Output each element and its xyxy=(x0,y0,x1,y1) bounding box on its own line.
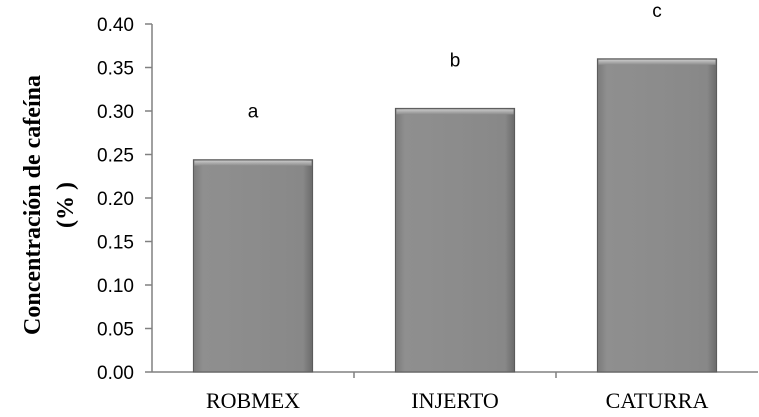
bar-highlight xyxy=(598,59,716,65)
y-tick-label: 0.35 xyxy=(97,59,134,80)
bar-body xyxy=(192,159,314,373)
y-tick-label: 0.10 xyxy=(97,276,134,297)
bar-robmex xyxy=(192,159,314,373)
bar-body xyxy=(394,107,516,373)
bar-caturra xyxy=(596,58,718,373)
data-label: b xyxy=(450,50,461,71)
bar-highlight xyxy=(194,160,312,166)
x-tick-label: INJERTO xyxy=(411,388,499,413)
data-labels: a b c xyxy=(248,1,662,123)
bar-body xyxy=(596,58,718,373)
x-tick-label: ROBMEX xyxy=(206,388,300,413)
y-axis-title: Concentración de cafeína (% ) xyxy=(20,75,79,335)
bar-highlight xyxy=(396,109,514,115)
x-tick-label: CATURRA xyxy=(606,388,709,413)
y-tick-label: 0.20 xyxy=(97,189,134,210)
y-tick-label: 0.05 xyxy=(97,320,134,341)
bars xyxy=(192,58,718,373)
y-tick-label: 0.25 xyxy=(97,146,134,167)
y-tick-label: 0.00 xyxy=(97,363,134,384)
y-tick-label: 0.15 xyxy=(97,233,134,254)
y-axis-title-line-2: (% ) xyxy=(53,182,79,228)
y-tick-label: 0.40 xyxy=(97,15,134,36)
y-axis: 0.00 0.05 0.10 0.15 0.20 0.25 0.30 0.35 0.40 xyxy=(97,15,153,384)
y-axis-title-line-1: Concentración de cafeína xyxy=(20,75,46,335)
x-axis: ROBMEX INJERTO CATURRA xyxy=(152,371,758,413)
y-tick-label: 0.30 xyxy=(97,102,134,123)
bar-injerto xyxy=(394,107,516,373)
data-label: c xyxy=(652,1,662,22)
data-label: a xyxy=(248,102,259,123)
